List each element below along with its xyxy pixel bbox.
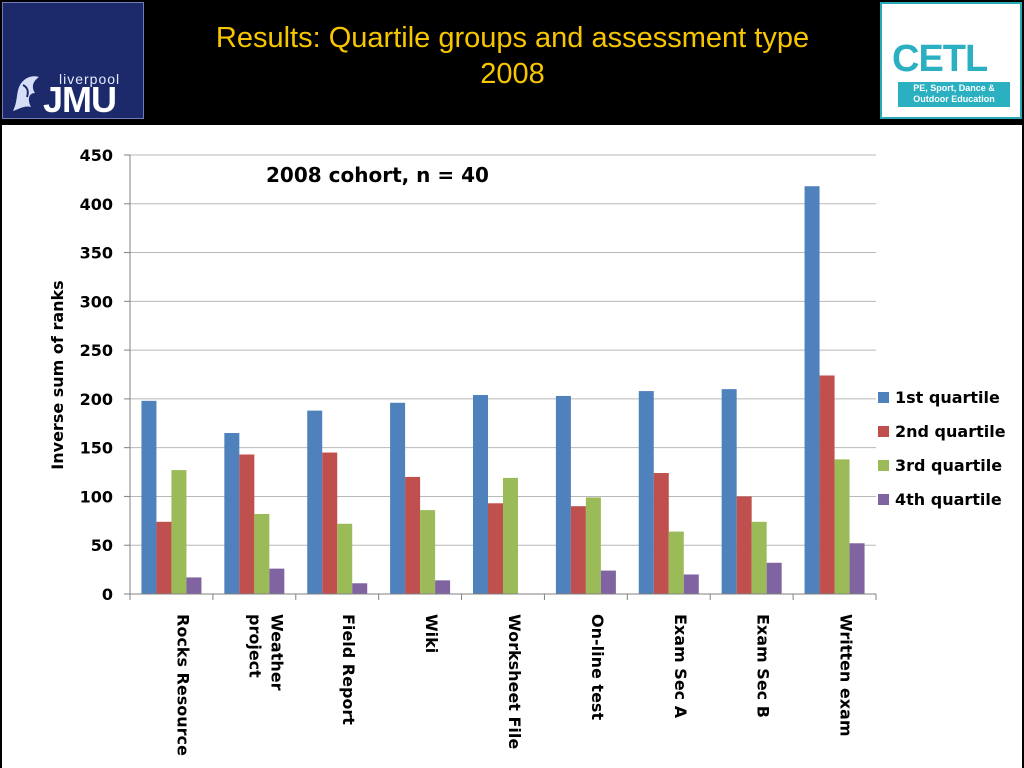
x-tick-label-7: Exam Sec A	[671, 614, 690, 719]
bar-4-series-2	[405, 476, 421, 594]
bar-7-series-2	[653, 473, 669, 594]
legend-swatch-4	[878, 494, 889, 505]
bar-1-series-2	[156, 521, 172, 594]
bar-5-series-3	[503, 477, 518, 594]
x-tick-label-3: Field Report	[339, 614, 358, 725]
logo-cetl-sub-line1: PE, Sport, Dance &	[913, 83, 995, 93]
logo-liverpool-text: liverpool	[59, 71, 121, 87]
bar-7-series-3	[668, 531, 684, 594]
y-tick-label-300: 300	[80, 292, 113, 311]
chart-annotation: 2008 cohort, n = 40	[266, 163, 489, 187]
logo-cetl-subtitle: PE, Sport, Dance & Outdoor Education	[898, 82, 1010, 107]
slide-title: Results: Quartile groups and assessment …	[150, 20, 875, 92]
bar-8-series-1	[721, 389, 737, 594]
bar-2-series-2	[239, 454, 255, 594]
slide-title-line2: 2008	[480, 58, 545, 90]
bar-3-series-2	[322, 452, 338, 594]
y-tick-label-450: 450	[80, 146, 113, 165]
y-tick-label-100: 100	[80, 487, 113, 506]
y-tick-label-200: 200	[80, 390, 113, 409]
legend-label-1: 1st quartile	[895, 388, 1000, 407]
bar-6-series-4	[600, 570, 616, 594]
cetl-logo: CETL PE, Sport, Dance & Outdoor Educatio…	[880, 2, 1022, 119]
x-tick-label-2-line-2: project	[245, 614, 264, 678]
legend-label-4: 4th quartile	[895, 490, 1002, 509]
legend-label-2: 2nd quartile	[895, 422, 1006, 441]
y-tick-label-250: 250	[80, 341, 113, 360]
x-tick-label-8: Exam Sec B	[754, 614, 773, 718]
bar-1-series-3	[171, 470, 187, 594]
x-tick-label-2-line-1: Weather	[267, 614, 286, 691]
ljmu-logo: liverpool JMU	[2, 2, 144, 120]
legend-swatch-3	[878, 460, 889, 471]
bar-4-series-4	[435, 580, 451, 594]
x-tick-label-9: Written exam	[837, 614, 856, 737]
bar-2-series-1	[224, 433, 240, 594]
bar-chart: 0 50 100 150 200 250 300 350 400 450 Rocks Resourc…	[48, 146, 1006, 756]
legend-swatch-2	[878, 426, 889, 437]
bar-8-series-2	[736, 496, 752, 594]
bar-9-series-3	[834, 459, 850, 594]
bar-3-series-1	[307, 410, 323, 594]
legend-swatch-1	[878, 392, 889, 403]
y-tick-label-150: 150	[80, 439, 113, 458]
legend-label-3: 3rd quartile	[895, 456, 1002, 475]
bar-9-series-2	[819, 375, 835, 594]
slide-title-line1: Results: Quartile groups and assessment …	[215, 22, 810, 54]
bar-5-series-2	[488, 503, 503, 594]
bar-9-series-4	[849, 543, 865, 594]
bar-2-series-3	[254, 514, 270, 594]
x-tick-label-5: Worksheet File	[505, 614, 524, 749]
content-frame	[0, 125, 1024, 768]
y-tick-label-50: 50	[91, 536, 113, 555]
x-tick-label-6: On-line test	[588, 614, 607, 720]
bar-4-series-3	[420, 510, 436, 594]
bar-3-series-3	[337, 523, 353, 594]
logo-cetl-sub-line2: Outdoor Education	[913, 94, 995, 104]
bar-4-series-1	[390, 402, 406, 594]
y-axis-label: Inverse sum of ranks	[48, 280, 67, 469]
bar-1-series-1	[141, 400, 157, 594]
logo-cetl-text: CETL	[892, 38, 988, 80]
bar-5-series-1	[473, 394, 488, 594]
bar-6-series-1	[555, 395, 571, 594]
bar-7-series-4	[683, 574, 699, 594]
x-tick-label-1: Rocks Resource	[173, 614, 192, 756]
bars	[141, 186, 865, 594]
bar-8-series-3	[751, 521, 767, 594]
bar-6-series-2	[570, 506, 586, 594]
y-tick-label-0: 0	[102, 585, 113, 604]
slide-header: liverpool JMU Results: Quartile groups a…	[0, 0, 1024, 125]
liver-bird-icon	[13, 76, 39, 111]
bar-8-series-4	[766, 562, 782, 594]
bar-3-series-4	[352, 583, 368, 594]
y-tick-label-400: 400	[80, 195, 113, 214]
bar-7-series-1	[638, 391, 654, 594]
axes: 0 50 100 150 200 250 300 350 400 450 Rocks Resourc…	[80, 146, 877, 756]
bar-6-series-3	[585, 497, 601, 594]
legend: 1st quartile 2nd quartile 3rd quartile 4th …	[878, 388, 1006, 509]
bar-9-series-1	[804, 186, 820, 594]
y-tick-label-350: 350	[80, 244, 113, 263]
x-tick-label-4: Wiki	[422, 614, 441, 653]
bar-1-series-4	[186, 577, 202, 594]
bar-2-series-4	[269, 568, 285, 594]
logo-jmu-text: JMU	[43, 79, 117, 120]
